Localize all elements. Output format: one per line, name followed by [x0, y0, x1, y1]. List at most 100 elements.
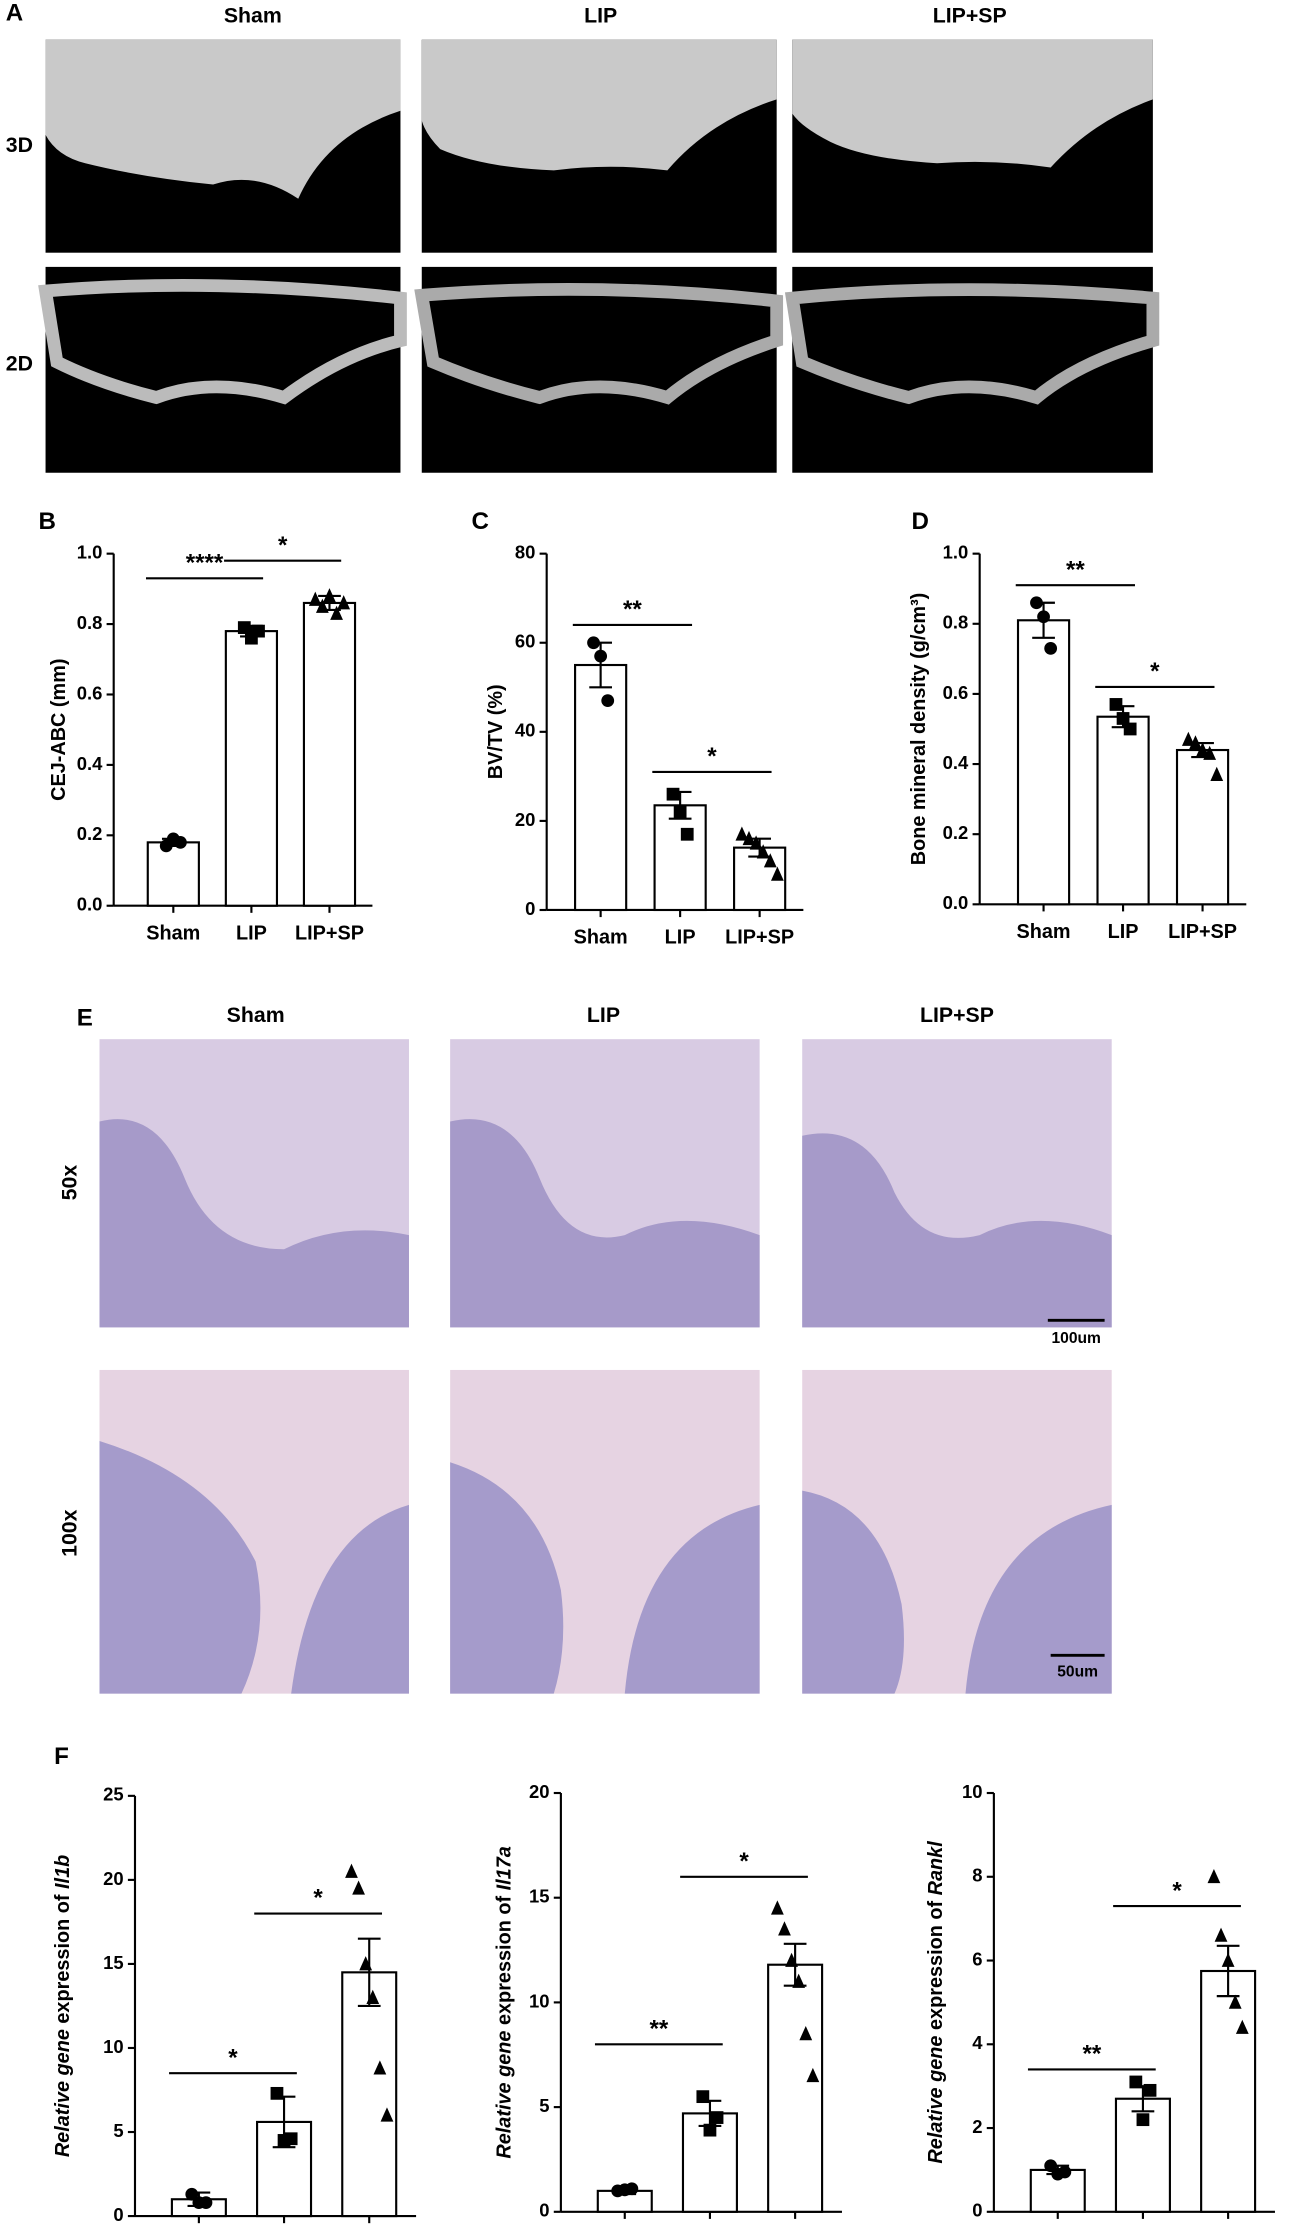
y-tick-label: 6 — [972, 1948, 982, 1969]
data-point — [284, 2132, 298, 2146]
data-point — [806, 2067, 820, 2083]
data-point — [308, 591, 322, 606]
y-axis-label-part: Il1b — [52, 1855, 74, 1889]
y-tick-label: 0.2 — [943, 822, 969, 843]
x-tick-label: Sham — [574, 927, 628, 949]
data-point — [185, 2187, 199, 2201]
bar — [146, 841, 200, 907]
y-tick-label: 25 — [103, 1784, 124, 1805]
y-axis-label: Relative gene expression of Il17a — [494, 1846, 516, 2158]
scale-bar-label: 50um — [1057, 1663, 1098, 1680]
y-axis-label: Relative gene expression of Rankl — [925, 1841, 947, 2164]
y-tick-label: 10 — [103, 2036, 124, 2057]
data-point — [1235, 2019, 1249, 2034]
data-point — [742, 830, 756, 846]
significance-label: * — [278, 532, 288, 559]
data-point — [749, 835, 763, 850]
y-tick-label: 8 — [972, 1865, 982, 1886]
y-tick-label: 80 — [515, 542, 536, 563]
data-point — [1207, 1868, 1221, 1884]
panel-letter: E — [77, 1005, 93, 1032]
row-label: 2D — [6, 351, 33, 375]
data-point — [594, 649, 608, 663]
y-axis-label: BV/TV (%) — [485, 684, 507, 779]
significance-label: **** — [186, 549, 224, 576]
y-axis-label-part: Il17a — [494, 1846, 516, 1890]
x-tick-label: LIP — [665, 927, 696, 949]
data-point — [366, 1989, 380, 2004]
y-tick-label: 4 — [972, 2032, 983, 2053]
y-tick-label: 0.2 — [77, 823, 103, 844]
data-point — [1228, 1994, 1242, 2009]
y-tick-label: 20 — [103, 1868, 124, 1889]
y-axis-label-part: expression of — [494, 1890, 516, 2030]
data-point — [330, 605, 343, 620]
row-label: 100x — [58, 1509, 82, 1557]
data-point — [770, 1900, 784, 1915]
y-axis-label-part: expression of — [52, 1889, 74, 2029]
data-point — [601, 694, 615, 708]
y-axis-label-part: Relative gene — [494, 2031, 516, 2159]
scale-bar-label: 100um — [1051, 1330, 1100, 1347]
panel-letter: A — [6, 0, 23, 27]
data-point — [1044, 2159, 1058, 2173]
significance-label: * — [739, 1848, 749, 1875]
data-point — [1210, 766, 1224, 781]
data-point — [1129, 2075, 1143, 2089]
x-tick-label: LIP — [236, 922, 267, 944]
bar — [302, 601, 357, 907]
x-tick-label: Sham — [1017, 921, 1071, 943]
y-axis-label-part: Bone mineral density (g/cm³) — [908, 593, 930, 866]
x-tick-label: LIP+SP — [1168, 921, 1237, 943]
data-point — [1037, 610, 1050, 624]
data-point — [703, 2123, 717, 2137]
data-point — [1203, 745, 1217, 760]
data-point — [352, 1880, 365, 1895]
data-point — [1116, 712, 1130, 725]
bar — [1016, 619, 1071, 906]
column-header: LIP — [584, 4, 617, 28]
significance-label: * — [228, 2044, 238, 2071]
significance-label: ** — [1066, 556, 1085, 583]
data-point — [1214, 1927, 1228, 1942]
y-tick-label: 20 — [529, 1781, 550, 1802]
data-point — [1058, 2165, 1072, 2179]
data-point — [1143, 2083, 1157, 2097]
data-point — [359, 1956, 373, 1971]
bar — [341, 1971, 398, 2218]
data-point — [680, 827, 694, 841]
data-point — [778, 1921, 791, 1936]
data-point — [174, 835, 187, 849]
significance-label: * — [313, 1885, 323, 1912]
data-point — [587, 636, 600, 650]
data-point — [770, 866, 784, 881]
y-axis-label-part: Relative gene — [925, 2036, 947, 2164]
x-tick-label: LIP — [1108, 921, 1139, 943]
significance-label: * — [707, 743, 717, 770]
data-point — [199, 2196, 213, 2210]
y-tick-label: 0 — [525, 898, 535, 919]
y-tick-label: 0.8 — [943, 612, 969, 633]
data-point — [1181, 731, 1195, 746]
bar — [767, 1963, 824, 2213]
significance-label: ** — [1082, 2041, 1101, 2068]
data-point — [710, 2111, 724, 2124]
x-tick-label: Sham — [146, 922, 200, 944]
bar — [653, 804, 707, 912]
data-point — [666, 787, 680, 801]
y-tick-label: 15 — [103, 1952, 124, 1973]
data-point — [380, 2107, 394, 2122]
data-point — [625, 2182, 639, 2196]
data-point — [673, 805, 687, 819]
error-bar — [357, 1937, 381, 2008]
y-axis-label: Relative gene expression of Il1b — [52, 1855, 74, 2157]
data-point — [735, 826, 749, 841]
panel-letter: C — [471, 508, 488, 535]
data-point — [1109, 698, 1123, 711]
ct-2d-image — [792, 266, 1153, 473]
data-point — [1136, 2113, 1150, 2127]
data-point — [785, 1952, 798, 1967]
bar — [1175, 748, 1230, 906]
data-point — [763, 853, 777, 868]
